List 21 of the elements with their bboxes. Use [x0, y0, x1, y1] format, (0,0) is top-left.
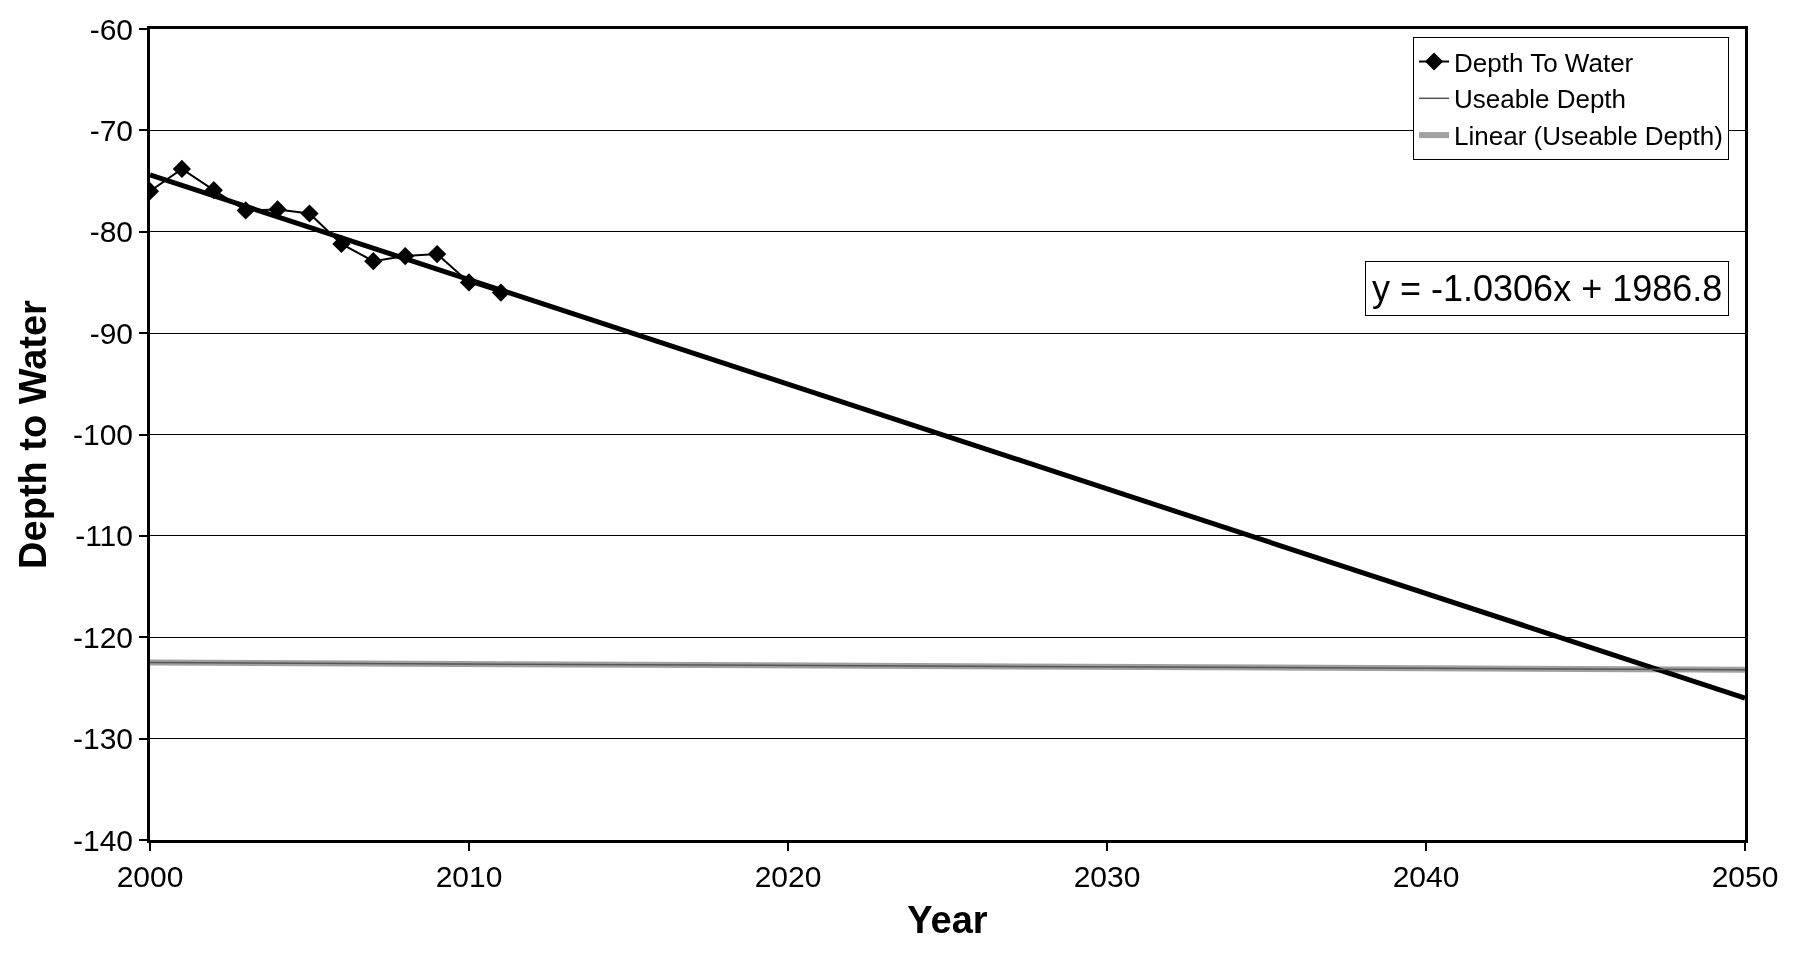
x-axis-title: Year [907, 899, 988, 942]
x-tick-label: 2000 [116, 860, 184, 893]
annotation: y = -1.0306x + 1986.8 [1372, 268, 1723, 309]
x-tick-label: 2050 [1711, 860, 1779, 893]
y-tick-label: -120 [72, 620, 133, 654]
y-tick-label: -70 [89, 113, 133, 147]
x-tick-label: 2010 [435, 860, 503, 893]
legend-label: Linear (Useable Depth) [1454, 121, 1723, 152]
x-tick-label: 2020 [754, 860, 822, 893]
x-tick-label: 2030 [1073, 860, 1141, 893]
y-tick-label: -90 [89, 316, 133, 350]
legend-label: Depth To Water [1454, 47, 1634, 78]
y-axis-title: Depth to Water [12, 299, 55, 569]
y-tick-label: -100 [72, 418, 133, 451]
y-tick-label: -80 [89, 215, 133, 249]
y-tick-label: -140 [72, 823, 133, 857]
x-tick-label: 2040 [1392, 860, 1460, 893]
legend-label: Useable Depth [1454, 84, 1627, 115]
y-tick-label: -60 [89, 12, 133, 46]
y-tick-label: -110 [75, 519, 133, 553]
y-tick-label: -130 [72, 722, 133, 756]
